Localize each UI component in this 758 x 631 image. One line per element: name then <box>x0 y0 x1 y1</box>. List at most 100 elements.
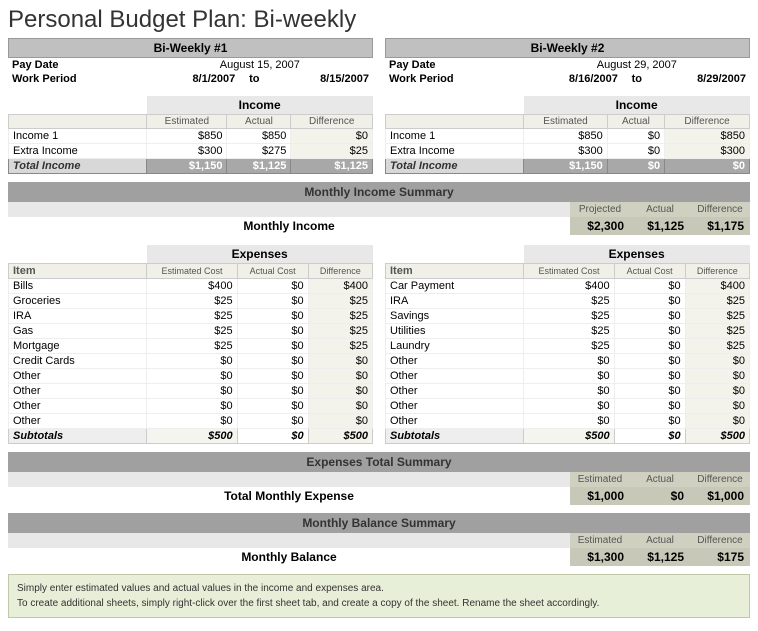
pay-date-value[interactable]: August 29, 2007 <box>524 58 750 72</box>
expense-estimated[interactable]: $0 <box>524 384 614 399</box>
expense-diff: $400 <box>685 279 749 294</box>
income-actual[interactable]: $850 <box>227 129 291 144</box>
expense-row-label[interactable]: Savings <box>386 309 524 324</box>
income-row-label[interactable]: Income 1 <box>9 129 147 144</box>
expense-estimated[interactable]: $0 <box>524 414 614 429</box>
income-estimated[interactable]: $300 <box>524 144 607 159</box>
expense-actual[interactable]: $0 <box>614 339 685 354</box>
income-estimated[interactable]: $850 <box>524 129 607 144</box>
expense-estimated[interactable]: $0 <box>147 414 237 429</box>
expense-row-label[interactable]: Other <box>9 414 147 429</box>
total-income-est: $1,150 <box>524 159 607 174</box>
expense-actual[interactable]: $0 <box>614 369 685 384</box>
expense-actual[interactable]: $0 <box>614 399 685 414</box>
work-from[interactable]: 8/16/2007 <box>524 72 622 86</box>
expense-actual[interactable]: $0 <box>614 354 685 369</box>
expense-estimated[interactable]: $0 <box>524 354 614 369</box>
expense-row-label[interactable]: Mortgage <box>9 339 147 354</box>
expense-actual[interactable]: $0 <box>237 294 308 309</box>
income-actual[interactable]: $275 <box>227 144 291 159</box>
expense-actual[interactable]: $0 <box>237 324 308 339</box>
subtotals-label: Subtotals <box>9 429 147 444</box>
expense-row-label[interactable]: Other <box>386 384 524 399</box>
expense-diff: $0 <box>685 384 749 399</box>
monthly-balance-label: Monthly Balance <box>8 548 570 566</box>
work-period-label: Work Period <box>8 72 147 86</box>
col-projected: Projected <box>570 202 630 217</box>
expense-row-label[interactable]: Other <box>9 369 147 384</box>
expense-row-label[interactable]: Gas <box>9 324 147 339</box>
monthly-balance-act: $1,125 <box>630 548 690 566</box>
item-label: Item <box>9 264 147 279</box>
pay-date-value[interactable]: August 15, 2007 <box>147 58 373 72</box>
monthly-balance-est: $1,300 <box>570 548 630 566</box>
expense-row-label[interactable]: Bills <box>9 279 147 294</box>
expense-estimated[interactable]: $25 <box>524 309 614 324</box>
expense-actual[interactable]: $0 <box>614 294 685 309</box>
expense-row-label[interactable]: Other <box>386 369 524 384</box>
expense-actual[interactable]: $0 <box>237 369 308 384</box>
note-line-1: Simply enter estimated values and actual… <box>17 581 741 596</box>
expense-estimated[interactable]: $25 <box>147 324 237 339</box>
expense-actual[interactable]: $0 <box>237 354 308 369</box>
income-row-label[interactable]: Income 1 <box>386 129 524 144</box>
expense-actual[interactable]: $0 <box>237 309 308 324</box>
col-estimated: Estimated <box>524 115 607 129</box>
income-row-label[interactable]: Extra Income <box>9 144 147 159</box>
expense-estimated[interactable]: $25 <box>524 294 614 309</box>
col-estimated: Estimated <box>570 533 630 548</box>
expense-row-label[interactable]: IRA <box>9 309 147 324</box>
expense-estimated[interactable]: $0 <box>524 369 614 384</box>
expense-estimated[interactable]: $0 <box>147 384 237 399</box>
expense-actual[interactable]: $0 <box>237 384 308 399</box>
expense-actual[interactable]: $0 <box>237 399 308 414</box>
expense-estimated[interactable]: $400 <box>147 279 237 294</box>
blank <box>8 472 570 487</box>
expense-row-label[interactable]: Credit Cards <box>9 354 147 369</box>
expense-estimated[interactable]: $25 <box>147 339 237 354</box>
expense-row-label[interactable]: Other <box>9 384 147 399</box>
expense-estimated[interactable]: $25 <box>147 294 237 309</box>
expense-actual[interactable]: $0 <box>614 414 685 429</box>
expense-estimated[interactable]: $0 <box>147 399 237 414</box>
expense-diff: $0 <box>685 414 749 429</box>
expense-row-label[interactable]: Other <box>386 354 524 369</box>
income-actual[interactable]: $0 <box>607 129 664 144</box>
expense-row-label[interactable]: Other <box>386 399 524 414</box>
period-header: Bi-Weekly #1 <box>8 38 373 58</box>
work-from[interactable]: 8/1/2007 <box>147 72 240 86</box>
expense-row-label[interactable]: Car Payment <box>386 279 524 294</box>
expense-estimated[interactable]: $400 <box>524 279 614 294</box>
expense-actual[interactable]: $0 <box>237 339 308 354</box>
expense-diff: $25 <box>308 339 372 354</box>
col-difference: Difference <box>690 202 750 217</box>
expense-row-label[interactable]: Other <box>9 399 147 414</box>
expense-diff: $25 <box>685 294 749 309</box>
expense-actual[interactable]: $0 <box>237 279 308 294</box>
expense-actual[interactable]: $0 <box>614 279 685 294</box>
col-actual: Actual <box>607 115 664 129</box>
expense-estimated[interactable]: $0 <box>147 369 237 384</box>
expense-row-label[interactable]: Laundry <box>386 339 524 354</box>
income-row-label[interactable]: Extra Income <box>386 144 524 159</box>
expense-actual[interactable]: $0 <box>237 414 308 429</box>
total-monthly-expense-diff: $1,000 <box>690 487 750 505</box>
expense-row-label[interactable]: Utilities <box>386 324 524 339</box>
expense-estimated[interactable]: $25 <box>147 309 237 324</box>
work-to[interactable]: 8/15/2007 <box>269 72 373 86</box>
expense-estimated[interactable]: $0 <box>524 399 614 414</box>
expense-estimated[interactable]: $0 <box>147 354 237 369</box>
expense-actual[interactable]: $0 <box>614 309 685 324</box>
income-estimated[interactable]: $850 <box>147 129 227 144</box>
expense-estimated[interactable]: $25 <box>524 324 614 339</box>
expense-actual[interactable]: $0 <box>614 384 685 399</box>
expense-actual[interactable]: $0 <box>614 324 685 339</box>
expense-row-label[interactable]: Groceries <box>9 294 147 309</box>
expense-row-label[interactable]: IRA <box>386 294 524 309</box>
expense-row-label[interactable]: Other <box>386 414 524 429</box>
work-to[interactable]: 8/29/2007 <box>652 72 750 86</box>
income-actual[interactable]: $0 <box>607 144 664 159</box>
expense-diff: $25 <box>685 324 749 339</box>
income-estimated[interactable]: $300 <box>147 144 227 159</box>
expense-estimated[interactable]: $25 <box>524 339 614 354</box>
